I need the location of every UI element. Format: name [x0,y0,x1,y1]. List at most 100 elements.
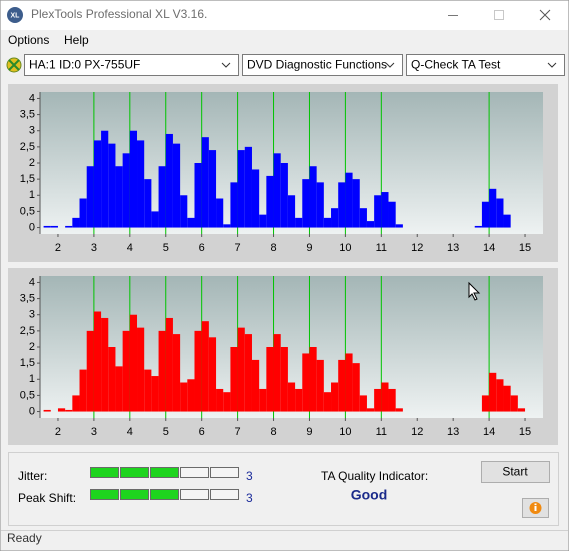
histogram-bar [251,359,260,412]
histogram-bar [474,225,482,228]
info-icon-stem [534,506,537,511]
histogram-bar [345,172,353,228]
histogram-bar [72,217,80,228]
histogram-bar [395,224,403,228]
histogram-bar [137,327,145,412]
histogram-bar [309,166,317,228]
histogram-bar [309,347,317,412]
y-tick-label: 1 [29,189,35,201]
histogram-bar [79,198,87,228]
histogram-bar [43,409,51,412]
drive-combo[interactable] [24,54,239,76]
close-button[interactable] [539,9,551,21]
histogram-bar [517,408,526,412]
histogram-bar [43,225,51,228]
histogram-bar [244,146,252,228]
histogram-bar [259,388,267,412]
histogram-bar [216,198,224,228]
x-tick-label: 12 [411,242,423,254]
histogram-bar [251,169,260,228]
title-bar [1,1,568,30]
x-tick-label: 11 [376,242,387,254]
histogram-bar [352,179,360,228]
histogram-bar [86,330,94,412]
function-combo[interactable] [242,54,403,76]
histogram-bar [374,388,382,412]
histogram-bar [503,214,511,228]
y-tick-label: 2 [29,341,35,353]
histogram-bar [338,359,346,412]
test-combo-text: Q-Check TA Test [411,58,501,72]
histogram-bar [187,379,195,412]
x-tick-label: 2 [55,242,61,254]
histogram-bar [323,392,332,412]
x-tick-label: 3 [91,426,97,438]
histogram-bar [180,382,188,412]
histogram-bar [79,369,87,412]
histogram-bar [287,195,296,228]
charts: 00,511,522,533,542 3 4 5 6 7 8 9 10 11 12 13 14 1500,… [20,92,543,438]
x-tick-label: 5 [163,242,169,254]
histogram-bar [223,392,231,412]
histogram-bar [481,201,490,228]
histogram-bar [230,347,238,412]
histogram-bar [208,150,217,228]
y-tick-label: 1,5 [20,173,35,185]
y-tick-label: 0,5 [20,205,35,217]
x-tick-label: 9 [306,242,312,254]
histogram-bar [280,347,288,412]
x-tick-label: 4 [127,426,133,438]
histogram-bar [273,334,281,412]
histogram-bar [115,166,123,228]
histogram-bar [165,133,173,228]
x-tick-label: 13 [447,426,459,438]
histogram-bar [230,182,238,228]
test-combo[interactable] [406,54,565,76]
histogram-bar [115,366,123,412]
histogram-bar [72,395,80,412]
x-tick-label: 8 [270,242,276,254]
combo-arrow [547,62,557,68]
histogram-bar [201,321,209,412]
histogram-bar [323,217,332,228]
x-tick-label: 6 [199,242,205,254]
histogram-bar [273,153,281,228]
meter-segment [180,467,209,478]
histogram-bar [122,330,130,412]
histogram-bar [172,143,181,228]
maximize-button[interactable] [494,10,504,20]
combo-arrow [221,62,231,68]
histogram-bar [237,150,245,228]
window-title: PlexTools Professional XL V3.16. [31,7,207,21]
histogram-bar [65,409,73,412]
start-button[interactable] [481,461,550,483]
y-tick-label: 1 [29,373,35,385]
histogram-bar [388,201,396,228]
histogram-bar [101,317,109,412]
meters [90,467,239,500]
histogram-bar [57,408,66,412]
x-tick-label: 15 [519,426,531,438]
meter-segment [150,467,179,478]
menu-item[interactable]: Options [8,33,49,47]
menu-item[interactable]: Help [64,33,89,47]
y-tick-label: 0 [29,221,35,233]
histogram-bar [280,163,288,228]
histogram-bar [108,347,116,412]
histogram-bar [201,137,209,228]
y-tick-label: 3 [29,125,35,137]
histogram-bar [194,330,202,412]
meter-segment [180,489,209,500]
y-tick-label: 3 [29,309,35,321]
y-tick-label: 2,5 [20,141,35,153]
histogram-bar [208,337,217,412]
y-tick-label: 3,5 [20,292,35,304]
histogram-bar [65,225,73,228]
histogram-bar [503,385,511,412]
x-tick-label: 7 [235,242,241,254]
app-icon [7,7,23,23]
histogram-bar [108,143,116,228]
y-tick-label: 0 [29,405,35,417]
